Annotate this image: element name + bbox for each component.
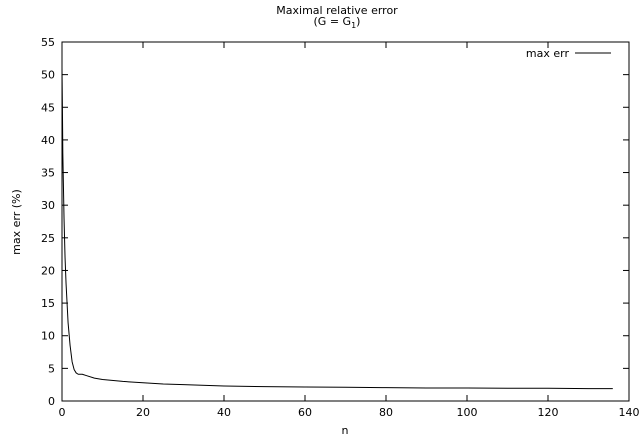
subtitle-suffix: )	[356, 15, 360, 28]
x-tick-label: 60	[298, 406, 312, 419]
y-tick-label: 50	[41, 69, 55, 82]
x-tick-label: 20	[136, 406, 150, 419]
subtitle-prefix: (G = G	[314, 15, 352, 28]
y-tick-label: 40	[41, 134, 55, 147]
chart-subtitle: (G = G1)	[314, 15, 361, 30]
legend: max err	[526, 47, 611, 60]
subtitle-subscript: 1	[351, 21, 356, 30]
x-tick-label: 40	[217, 406, 231, 419]
legend-label: max err	[526, 47, 570, 60]
y-axis-label: max err (%)	[10, 189, 23, 255]
y-tick-label: 10	[41, 330, 55, 343]
y-tick-label: 30	[41, 199, 55, 212]
y-tick-label: 35	[41, 167, 55, 180]
plot-area-frame	[61, 41, 630, 402]
series-line-max-err	[61, 68, 613, 390]
x-tick-label: 120	[538, 406, 559, 419]
x-tick-label: 140	[619, 406, 640, 419]
y-tick-label: 20	[41, 264, 55, 277]
y-tick-label: 45	[41, 101, 55, 114]
x-axis-label: n	[342, 424, 349, 437]
y-axis-ticks: 0 5 10 15 20 25 30 35 40 45 50 55	[41, 36, 629, 408]
y-tick-label: 15	[41, 297, 55, 310]
x-axis-ticks: 0 20 40 60 80 100 120 140	[59, 42, 640, 419]
y-tick-label: 25	[41, 232, 55, 245]
series-layer	[61, 68, 613, 390]
x-tick-label: 0	[59, 406, 66, 419]
y-tick-label: 0	[48, 395, 55, 408]
x-tick-label: 100	[457, 406, 478, 419]
x-tick-label: 80	[379, 406, 393, 419]
y-tick-label: 55	[41, 36, 55, 49]
chart-title: Maximal relative error	[276, 4, 398, 17]
y-tick-label: 5	[48, 362, 55, 375]
